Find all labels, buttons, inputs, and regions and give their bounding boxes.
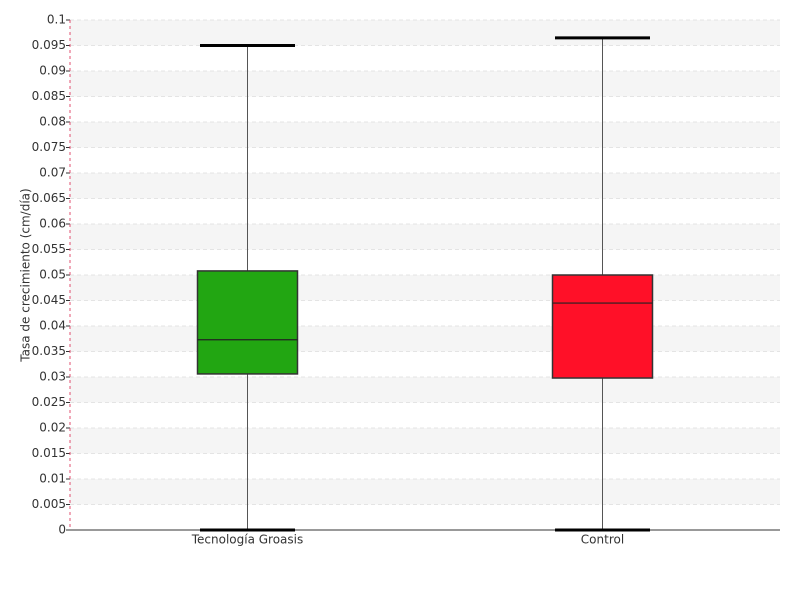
y-tick-label: 0.08 <box>39 115 66 129</box>
y-tick-label: 0.085 <box>32 89 66 103</box>
y-tick-label: 0.05 <box>39 268 66 282</box>
box <box>196 270 299 375</box>
grid-band <box>70 326 780 352</box>
grid-band <box>70 20 780 46</box>
box <box>551 274 654 379</box>
grid-band <box>70 479 780 505</box>
y-tick-label: 0.07 <box>39 166 66 180</box>
grid-band <box>70 71 780 97</box>
y-axis-title: Tasa de crecimiento (cm/día) <box>19 188 33 362</box>
y-tick-label: 0.09 <box>39 64 66 78</box>
y-tick-label: 0.045 <box>32 293 66 307</box>
y-tick-label: 0.095 <box>32 38 66 52</box>
grid-band <box>70 224 780 250</box>
grid-band <box>70 122 780 148</box>
grid-band <box>70 173 780 199</box>
y-tick-label: 0.06 <box>39 217 66 231</box>
y-tick-label: 0.01 <box>39 472 66 486</box>
y-tick-label: 0.015 <box>32 446 66 460</box>
grid-band <box>70 428 780 454</box>
y-tick-label: 0.035 <box>32 344 66 358</box>
y-tick-label: 0.075 <box>32 140 66 154</box>
grid-band <box>70 275 780 301</box>
y-tick-label: 0.005 <box>32 497 66 511</box>
y-tick-label: 0.025 <box>32 395 66 409</box>
y-tick-label: 0.03 <box>39 370 66 384</box>
y-tick-label: 0.04 <box>39 319 66 333</box>
x-tick-label: Tecnología Groasis <box>191 533 304 547</box>
x-tick-label: Control <box>581 533 624 547</box>
y-tick-label: 0.065 <box>32 191 66 205</box>
grid-band <box>70 377 780 403</box>
y-tick-label: 0.055 <box>32 242 66 256</box>
y-tick-label: 0.1 <box>47 13 66 27</box>
y-tick-label: 0.02 <box>39 421 66 435</box>
y-tick-label: 0 <box>58 523 66 537</box>
